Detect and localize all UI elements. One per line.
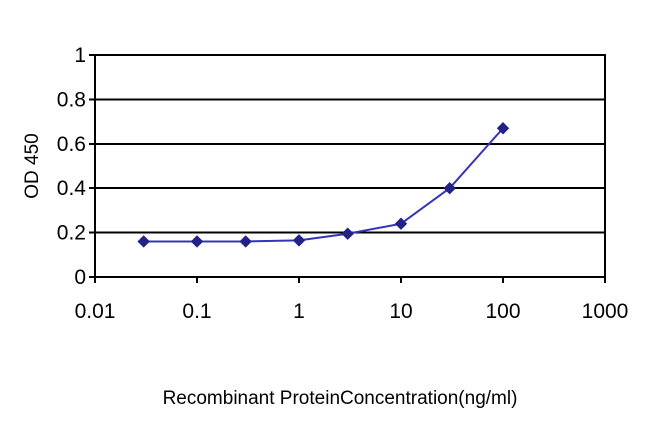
data-point-marker	[292, 234, 306, 247]
data-point-marker	[443, 181, 456, 195]
data-point-marker	[239, 235, 252, 248]
y-tick-label: 1	[74, 44, 86, 67]
series-line	[143, 127, 504, 243]
y-tick-label: 0.4	[57, 177, 87, 200]
x-tick-label: 1000	[582, 300, 629, 323]
x-tick-label: 100	[485, 300, 520, 323]
x-tick-label: 0.1	[182, 300, 211, 323]
data-point-marker	[341, 227, 354, 240]
data-point-marker	[394, 217, 408, 230]
x-tick-label: 0.01	[75, 300, 116, 323]
x-tick-label: 1	[293, 300, 305, 323]
plot-border	[94, 54, 606, 278]
x-tick-label: 10	[389, 300, 412, 323]
gridlines	[95, 98, 605, 234]
data-point-marker	[137, 235, 150, 248]
y-tick-label: 0.6	[57, 133, 86, 156]
y-tick-label: 0.2	[57, 222, 86, 245]
x-axis-title: Recombinant ProteinConcentration(ng/ml)	[163, 388, 518, 409]
data-point-marker	[190, 235, 204, 248]
axes	[89, 54, 606, 283]
data-point-marker	[496, 122, 510, 135]
tick-labels: 0.01 0.1 1 10 100 1000 0 0.2 0.4 0.6 0.8 1	[57, 44, 629, 323]
y-tick-label: 0	[74, 266, 86, 289]
y-tick-label: 0.8	[57, 88, 86, 111]
y-axis-title: OD 450	[22, 133, 43, 198]
data-series	[137, 122, 510, 248]
